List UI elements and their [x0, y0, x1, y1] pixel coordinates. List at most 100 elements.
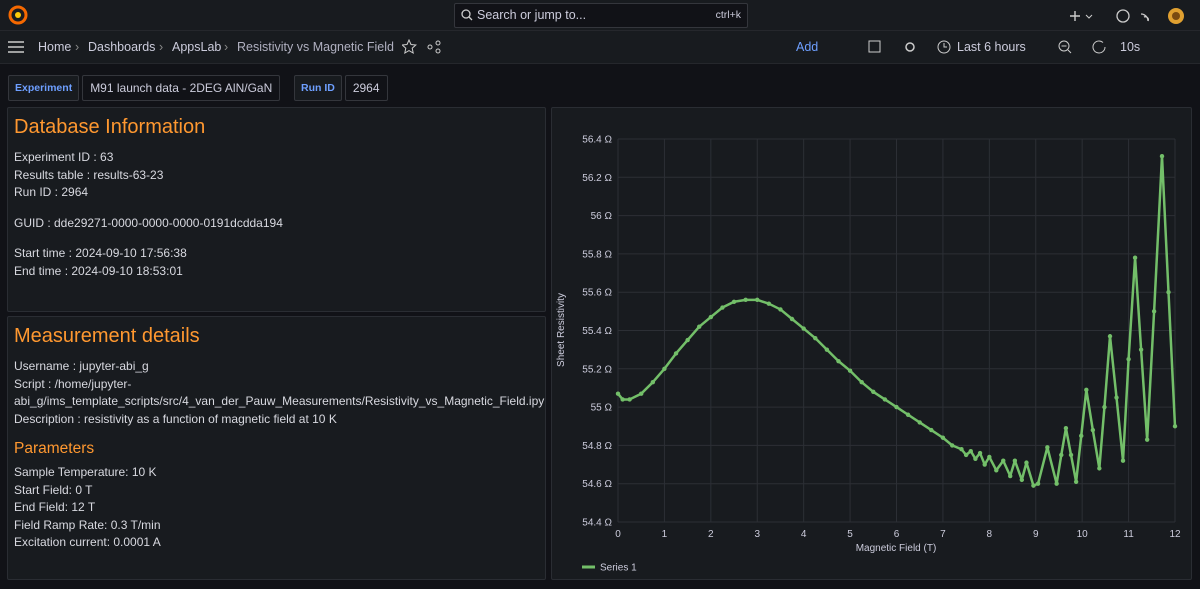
variable-select[interactable]: 2964: [345, 75, 388, 101]
data-point: [859, 380, 863, 384]
x-tick-label: 3: [754, 529, 760, 540]
variable: Experiment M91 launch data - 2DEG AlN/Ga…: [8, 75, 280, 101]
data-point: [1152, 309, 1156, 313]
x-tick-label: 7: [940, 529, 946, 540]
chart-panel: Sheet Resistivity Magnetic Field (T) 54.…: [551, 107, 1192, 580]
data-point: [1024, 460, 1028, 464]
data-point: [732, 300, 736, 304]
info-line: Description : resistivity as a function …: [14, 411, 545, 429]
x-tick-label: 11: [1123, 529, 1134, 540]
refresh-interval[interactable]: 10s: [1120, 40, 1140, 54]
data-point: [1059, 453, 1063, 457]
data-point: [1166, 290, 1170, 294]
shortcut: ctrl+k: [716, 9, 741, 21]
database-panel: Database Information Experiment ID : 63R…: [7, 107, 546, 312]
y-tick-label: 55.8 Ω: [582, 249, 612, 260]
separator: ›: [224, 40, 228, 54]
save-settings-icons[interactable]: [868, 40, 918, 54]
y-tick-label: 56.2 Ω: [582, 173, 612, 184]
data-point: [1084, 388, 1088, 392]
data-point: [1074, 480, 1078, 484]
add-button[interactable]: Add: [796, 40, 818, 54]
search-icon: [461, 9, 473, 21]
variable: Run ID 2964: [294, 75, 388, 101]
data-point: [848, 369, 852, 373]
data-point: [959, 447, 963, 451]
data-point: [1031, 483, 1035, 487]
info-line: Start time : 2024-09-10 17:56:38: [14, 245, 545, 263]
y-tick-label: 56 Ω: [591, 211, 613, 222]
data-point: [662, 367, 666, 371]
info-line: Experiment ID : 63: [14, 149, 545, 167]
data-point: [1102, 405, 1106, 409]
separator: ›: [75, 40, 79, 54]
x-tick-label: 9: [1033, 529, 1039, 540]
data-point: [767, 301, 771, 305]
variable-select[interactable]: M91 launch data - 2DEG AlN/GaN: [82, 75, 280, 101]
data-point: [1097, 466, 1101, 470]
data-point: [685, 338, 689, 342]
breadcrumb-current: Resistivity vs Magnetic Field: [237, 40, 394, 54]
data-point: [1126, 357, 1130, 361]
data-point: [964, 453, 968, 457]
x-tick-label: 1: [662, 529, 668, 540]
data-point: [720, 305, 724, 309]
data-point: [674, 351, 678, 355]
data-point: [1160, 154, 1164, 158]
star-share-icons[interactable]: [402, 39, 444, 55]
search-box[interactable]: Search or jump to... ctrl+k: [454, 3, 748, 28]
breadcrumb[interactable]: Home: [38, 40, 71, 54]
info-line: Username : jupyter-abi_g: [14, 358, 545, 376]
data-point: [620, 397, 624, 401]
grafana-logo[interactable]: [8, 5, 28, 25]
spacer: [8, 232, 545, 245]
data-point: [969, 449, 973, 453]
top-bar: Search or jump to... ctrl+k: [0, 0, 1200, 31]
data-point: [1091, 428, 1095, 432]
panel-title: Database Information: [14, 116, 545, 139]
data-point: [941, 436, 945, 440]
breadcrumb[interactable]: Dashboards: [88, 40, 155, 54]
data-point: [651, 380, 655, 384]
x-tick-label: 2: [708, 529, 714, 540]
y-tick-label: 55.4 Ω: [582, 326, 612, 337]
y-axis-title: Sheet Resistivity: [556, 293, 567, 367]
data-point: [743, 298, 747, 302]
x-tick-label: 4: [801, 529, 807, 540]
legend-label: Series 1: [600, 563, 637, 574]
y-tick-label: 56.4 Ω: [582, 135, 612, 146]
data-point: [1133, 256, 1137, 260]
y-tick-label: 55.2 Ω: [582, 364, 612, 375]
data-point: [1145, 437, 1149, 441]
zoom-refresh-icons[interactable]: [1058, 40, 1108, 54]
x-axis-title: Magnetic Field (T): [856, 543, 937, 554]
parameter-line: Field Ramp Rate: 0.3 T/min: [14, 517, 545, 535]
data-point: [813, 336, 817, 340]
info-line: GUID : dde29271-0000-0000-0000-0191dcdda…: [14, 215, 545, 233]
data-point: [1001, 459, 1005, 463]
data-point: [1069, 453, 1073, 457]
variable-label: Experiment: [8, 75, 79, 101]
section-title: Parameters: [14, 440, 545, 458]
data-point: [1064, 426, 1068, 430]
measurement-panel: Measurement details Username : jupyter-a…: [7, 316, 546, 580]
data-point: [1173, 424, 1177, 428]
data-point: [994, 468, 998, 472]
data-point: [929, 428, 933, 432]
data-point: [950, 443, 954, 447]
search-placeholder: Search or jump to...: [477, 8, 586, 22]
data-point: [697, 324, 701, 328]
data-point: [1045, 445, 1049, 449]
y-tick-label: 55.6 Ω: [582, 288, 612, 299]
menu-icon[interactable]: [8, 40, 24, 54]
data-point: [1020, 478, 1024, 482]
breadcrumb[interactable]: AppsLab: [172, 40, 221, 54]
nav-bar: Home › Dashboards › AppsLab › Resistivit…: [0, 31, 1200, 64]
y-tick-label: 54.8 Ω: [582, 441, 612, 452]
top-icons[interactable]: [1066, 7, 1192, 25]
y-tick-label: 54.4 Ω: [582, 518, 612, 529]
x-tick-label: 8: [987, 529, 993, 540]
time-range[interactable]: Last 6 hours: [957, 40, 1026, 54]
data-point: [894, 405, 898, 409]
